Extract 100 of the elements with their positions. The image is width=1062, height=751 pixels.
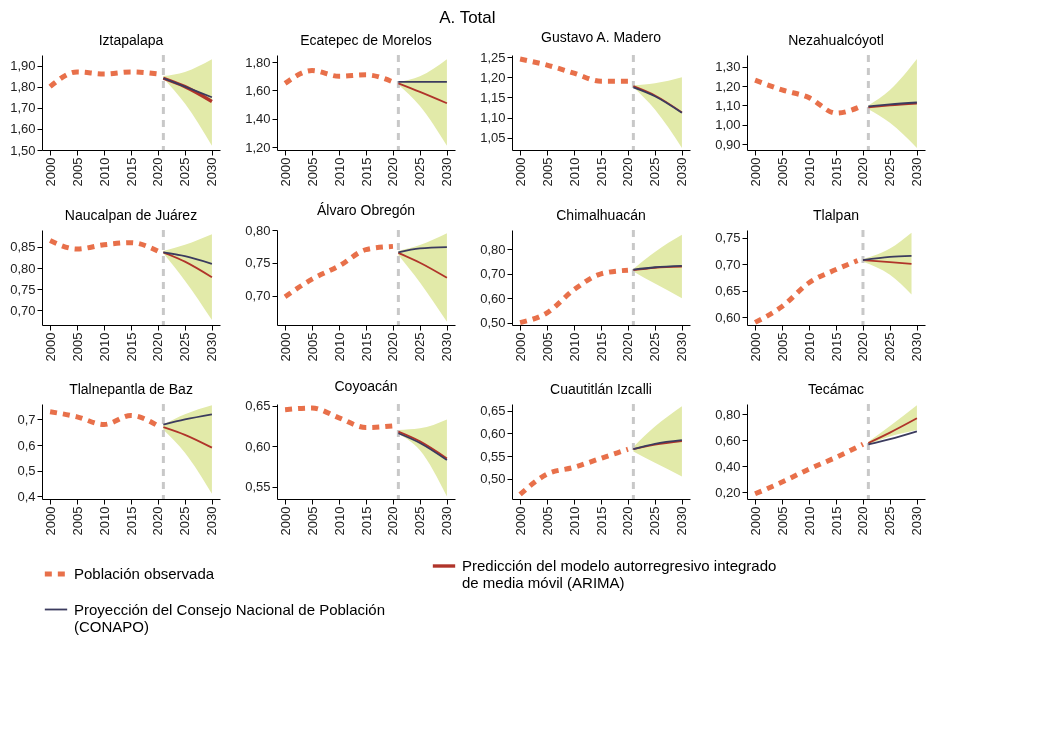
x-tick-label: 2015	[358, 506, 374, 536]
x-tick-label: 2015	[828, 157, 844, 187]
y-tick-label: 0,80	[10, 260, 36, 276]
x-tick-label: 2020	[150, 157, 166, 187]
x-tick-label: 2000	[42, 506, 58, 536]
x-tick-label: 2000	[747, 332, 763, 362]
y-tick-label: 0,70	[10, 302, 36, 318]
x-tick-label: 2010	[331, 332, 347, 362]
y-tick-label: 0,20	[715, 484, 741, 500]
x-tick-label: 2000	[277, 506, 293, 536]
y-tick-label: 1,60	[10, 121, 36, 137]
y-tick-label: 1,40	[245, 111, 271, 127]
y-tick-label: 1,90	[10, 58, 36, 74]
x-tick-label: 2020	[855, 332, 871, 362]
x-tick-label: 2000	[277, 332, 293, 362]
x-tick-label: 2000	[747, 157, 763, 187]
y-tick-label: 1,10	[715, 97, 741, 113]
y-tick-label: 1,60	[245, 82, 271, 98]
x-tick-label: 2015	[593, 506, 609, 536]
x-tick-label: 2025	[647, 332, 663, 362]
x-tick-label: 2030	[439, 506, 455, 536]
x-tick-label: 2030	[204, 332, 220, 362]
x-tick-label: 2020	[620, 157, 636, 187]
y-tick-label: 0,75	[10, 281, 36, 297]
x-tick-label: 2010	[96, 332, 112, 362]
x-tick-label: 2015	[828, 332, 844, 362]
x-tick-label: 2020	[620, 332, 636, 362]
x-tick-label: 2010	[331, 157, 347, 187]
y-tick-label: 0,65	[245, 398, 271, 414]
y-tick-label: 0,5	[17, 463, 36, 479]
x-tick-label: 2010	[801, 332, 817, 362]
chart-title: Tlalnepantla de Baz	[69, 380, 193, 397]
y-tick-label: 0,60	[715, 309, 741, 325]
chart-title: Tecámac	[807, 380, 865, 397]
x-tick-label: 2000	[512, 506, 528, 536]
x-tick-label: 2005	[539, 157, 555, 187]
y-tick-label: 1,70	[10, 100, 36, 116]
chart-title: Coyoacán	[334, 377, 398, 394]
x-tick-label: 2030	[204, 157, 220, 187]
chart-title: Nezahualcóyotl	[788, 31, 884, 48]
x-tick-label: 2000	[42, 332, 58, 362]
x-tick-label: 2030	[674, 506, 690, 536]
x-tick-label: 2000	[512, 157, 528, 187]
y-tick-label: 0,75	[715, 230, 741, 246]
y-tick-label: 0,70	[245, 288, 271, 304]
y-tick-label: 1,05	[480, 130, 506, 146]
y-tick-label: 1,80	[10, 79, 36, 95]
y-tick-label: 0,40	[715, 458, 741, 474]
y-tick-label: 1,80	[245, 54, 271, 70]
x-tick-label: 2020	[855, 506, 871, 536]
x-tick-label: 2005	[69, 506, 85, 536]
y-tick-label: 1,20	[480, 69, 506, 85]
x-tick-label: 2005	[539, 506, 555, 536]
x-tick-label: 2005	[774, 506, 790, 536]
chart-title: Cuautitlán Izcalli	[550, 380, 652, 397]
y-tick-label: 0,65	[715, 283, 741, 299]
y-tick-label: 0,4	[17, 488, 36, 504]
y-tick-label: 0,80	[715, 406, 741, 422]
y-tick-label: 0,50	[480, 471, 506, 487]
x-tick-label: 2025	[177, 157, 193, 187]
x-tick-label: 2020	[150, 332, 166, 362]
x-tick-label: 2030	[909, 332, 925, 362]
y-tick-label: 0,7	[17, 411, 36, 427]
chart-title: Gustavo A. Madero	[541, 29, 662, 46]
y-tick-label: 1,00	[715, 117, 741, 133]
x-tick-label: 2005	[69, 332, 85, 362]
legend-label: Proyección del Consejo Nacional de Población (CONAPO)	[74, 600, 386, 635]
y-tick-label: 1,25	[480, 49, 506, 65]
chart-title: Álvaro Obregón	[316, 202, 416, 218]
x-tick-label: 2030	[204, 506, 220, 536]
x-tick-label: 2025	[882, 332, 898, 362]
x-tick-label: 2020	[855, 157, 871, 187]
y-tick-label: 0,70	[715, 256, 741, 272]
x-tick-label: 2010	[801, 506, 817, 536]
y-tick-label: 0,60	[480, 290, 506, 306]
x-tick-label: 2030	[674, 157, 690, 187]
x-tick-label: 2015	[593, 332, 609, 362]
y-tick-label: 1,30	[715, 59, 741, 75]
x-tick-label: 2005	[304, 506, 320, 536]
y-tick-label: 0,70	[480, 266, 506, 282]
chart-title: Iztapalapa	[98, 31, 164, 48]
x-tick-label: 2010	[331, 506, 347, 536]
x-tick-label: 2010	[566, 332, 582, 362]
chart-title: Chimalhuacán	[556, 206, 646, 223]
x-tick-label: 2010	[96, 506, 112, 536]
legend-label: Población observada	[74, 565, 215, 582]
x-tick-label: 2030	[439, 157, 455, 187]
y-tick-label: 0,6	[17, 437, 36, 453]
y-tick-label: 0,60	[715, 432, 741, 448]
y-tick-label: 1,20	[715, 78, 741, 94]
chart-title: Ecatepec de Morelos	[300, 31, 432, 48]
x-tick-label: 2025	[882, 506, 898, 536]
x-tick-label: 2005	[774, 332, 790, 362]
x-tick-label: 2005	[539, 332, 555, 362]
y-tick-label: 1,10	[480, 110, 506, 126]
y-tick-label: 0,60	[480, 425, 506, 441]
x-tick-label: 2025	[882, 157, 898, 187]
x-tick-label: 2015	[123, 157, 139, 187]
x-tick-label: 2000	[42, 157, 58, 187]
x-tick-label: 2030	[909, 157, 925, 187]
